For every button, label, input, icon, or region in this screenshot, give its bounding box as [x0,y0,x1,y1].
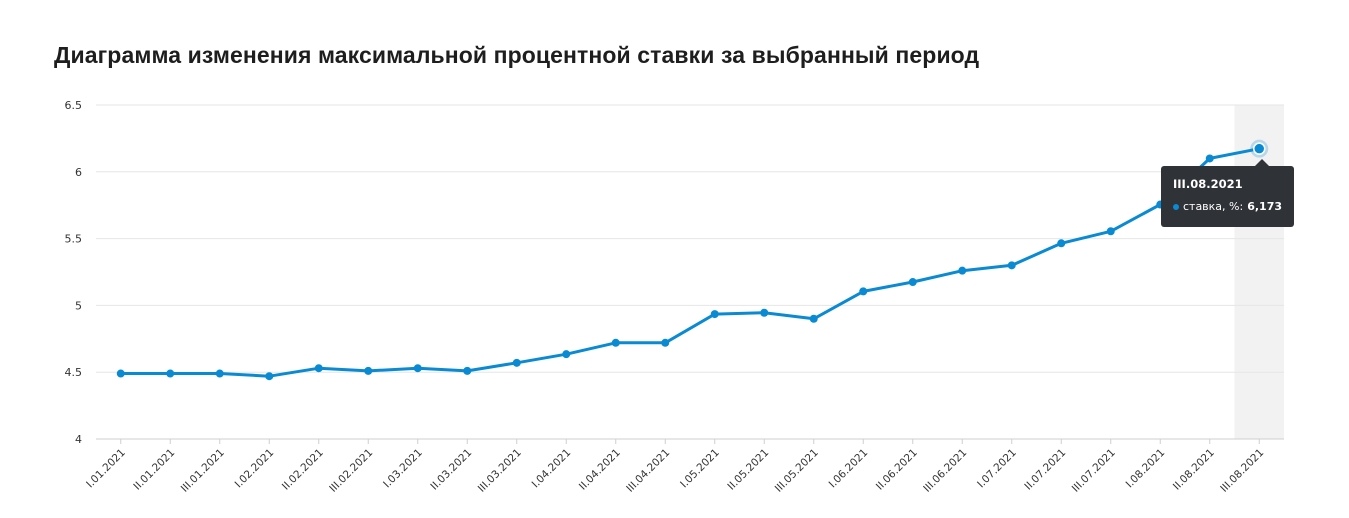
y-tick-label: 6 [75,166,82,179]
data-point[interactable] [661,338,670,347]
data-point[interactable] [116,369,125,378]
x-tick-label: II.02.2021 [280,447,326,493]
x-tick-label: II.08.2021 [1171,447,1217,493]
series-dot-icon [1173,203,1179,210]
x-tick-label: II.03.2021 [428,447,474,493]
data-point[interactable] [859,287,868,296]
data-point[interactable] [908,278,917,287]
data-point[interactable] [364,366,373,375]
x-tick-label: III.08.2021 [1218,447,1266,495]
y-tick-label: 6.5 [65,99,83,112]
x-tick-label: I.07.2021 [975,447,1019,491]
x-tick-label: II.04.2021 [577,447,623,493]
tooltip-period: III.08.2021 [1173,177,1243,191]
data-point[interactable] [809,314,818,323]
data-point[interactable] [1106,227,1115,236]
x-tick-label: I.01.2021 [84,447,128,491]
chart-title: Диаграмма изменения максимальной процент… [54,42,980,68]
data-point[interactable] [215,369,224,378]
data-point[interactable] [265,372,274,381]
x-tick-label: II.01.2021 [131,447,177,493]
tooltip-value: 6,173 [1247,200,1282,213]
series-line [120,147,1260,378]
x-tick-label: I.03.2021 [381,447,425,491]
x-tick-label: III.05.2021 [773,447,821,495]
x-tick-label: II.06.2021 [874,447,920,493]
data-point[interactable] [413,364,422,373]
x-tick-label: I.06.2021 [827,447,871,491]
data-point[interactable] [463,366,472,375]
y-tick-label: 5 [75,299,82,312]
x-tick-label: II.07.2021 [1022,447,1068,493]
x-tick-label: III.04.2021 [624,447,672,495]
x-tick-label: II.05.2021 [725,447,771,493]
data-point[interactable] [512,358,521,367]
x-tick-label: I.05.2021 [678,447,722,491]
data-point[interactable] [562,350,571,359]
x-tick-label: III.06.2021 [921,447,969,495]
data-point-active[interactable] [1253,142,1266,155]
x-tick-label: I.08.2021 [1124,447,1168,491]
data-point[interactable] [1007,261,1016,270]
tooltip-row: ставка, %: 6,173 [1173,200,1282,213]
data-point[interactable] [710,310,719,319]
x-tick-label: III.01.2021 [179,447,227,495]
chart-tooltip: III.08.2021 ставка, %: 6,173 [1161,159,1294,227]
y-tick-label: 4 [75,433,82,446]
y-tick-label: 5.5 [65,233,83,246]
x-tick-label: III.07.2021 [1070,447,1118,495]
data-point[interactable] [166,369,175,378]
y-tick-label: 4.5 [65,366,83,379]
x-tick-label: I.04.2021 [530,447,574,491]
data-point[interactable] [1057,239,1066,248]
data-point[interactable] [611,338,620,347]
data-point[interactable] [760,308,769,317]
tooltip-series-label: ставка, %: [1182,200,1244,213]
x-tick-label: I.02.2021 [233,447,277,491]
data-point[interactable] [1205,154,1214,163]
data-point[interactable] [958,266,967,275]
x-tick-label: III.02.2021 [327,447,375,495]
x-tick-label: III.03.2021 [476,447,524,495]
data-point[interactable] [314,364,323,373]
